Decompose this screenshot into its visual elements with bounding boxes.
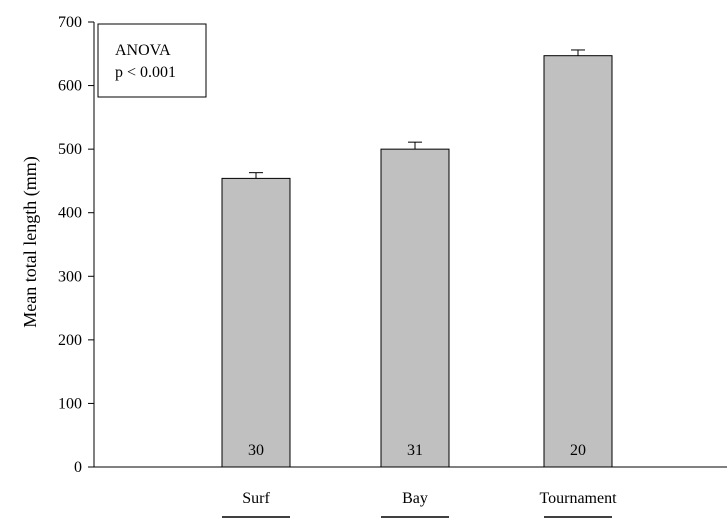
- y-tick-label: 100: [58, 395, 82, 412]
- sample-size-label: 31: [407, 442, 423, 459]
- sample-size-label: 30: [248, 442, 264, 459]
- bar: [221, 177, 291, 468]
- bar: [543, 55, 613, 468]
- x-tick-label: Bay: [402, 490, 428, 507]
- bar: [380, 148, 450, 468]
- y-axis: 0 100 200 300 400 500 600 700: [58, 14, 95, 476]
- y-tick-label: 500: [58, 141, 82, 158]
- y-tick-label: 600: [58, 78, 82, 95]
- y-axis-title: Mean total length (mm): [20, 156, 41, 327]
- x-axis: Surf Bay Tournament: [94, 466, 727, 518]
- annotation-line-2: p < 0.001: [115, 64, 176, 81]
- x-tick-label: Tournament: [539, 490, 617, 507]
- y-tick-label: 200: [58, 332, 82, 349]
- y-tick-label: 0: [74, 459, 82, 476]
- sample-size-label: 20: [570, 442, 586, 459]
- annotation-line-1: ANOVA: [115, 42, 171, 59]
- y-tick-label: 300: [58, 268, 82, 285]
- y-tick-label: 700: [58, 14, 82, 31]
- anova-annotation: ANOVA p < 0.001: [97, 23, 207, 98]
- bars: 30 31 20: [221, 49, 613, 468]
- y-tick-label: 400: [58, 205, 82, 222]
- annotation-box: [97, 23, 207, 98]
- x-tick-label: Surf: [242, 490, 270, 507]
